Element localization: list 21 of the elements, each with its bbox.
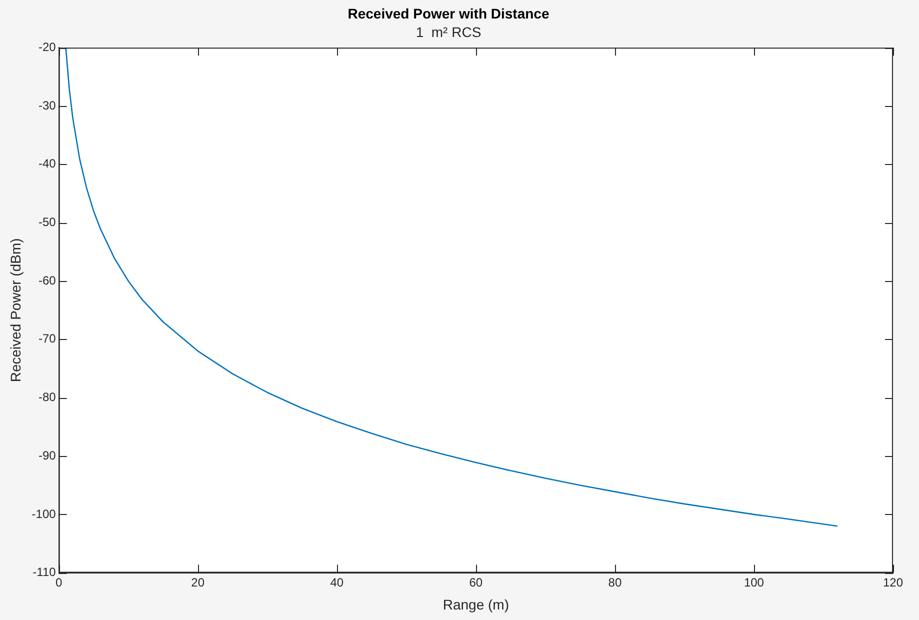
y-tick-label: -40 [38,156,56,171]
y-tick-label: -20 [38,40,56,54]
chart-title: Received Power with Distance [348,5,550,22]
x-tick-label: 0 [55,575,62,590]
x-tick-label: 100 [744,575,764,590]
y-tick-label: -90 [38,448,56,462]
y-tick-label: -60 [38,273,56,288]
y-tick-label: -110 [32,565,56,580]
x-axis-title: Range (m) [442,596,509,612]
chart-subtitle: 1 m² RCS [416,24,482,40]
y-axis-title: Received Power (dBm) [7,238,24,382]
y-tick-label: -100 [32,506,56,521]
x-tick-label: 80 [608,575,622,590]
x-tick-label: 120 [882,575,904,590]
y-tick-label: -80 [38,390,56,404]
y-tick-label: -70 [38,332,56,346]
x-tick-label: 40 [330,575,344,590]
x-tick-label: 60 [469,575,483,590]
x-tick-label: 20 [191,575,205,590]
y-tick-label: -50 [38,214,56,229]
y-tick-label: -30 [38,98,56,112]
